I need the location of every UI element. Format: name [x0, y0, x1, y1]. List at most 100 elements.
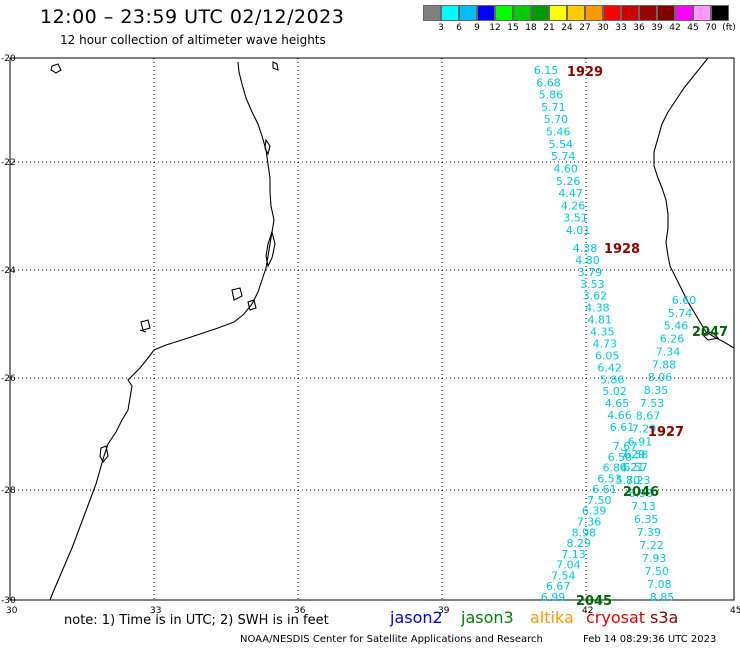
swh-value: 7.29 [621, 448, 646, 461]
swh-value: 5.86 [539, 89, 564, 102]
scale-swatch [531, 5, 549, 21]
swh-value: 6.35 [634, 513, 659, 526]
swh-value: 3.62 [583, 290, 608, 303]
swh-value: 6.60 [672, 294, 697, 307]
scale-label: 15 [507, 23, 519, 33]
scale-swatch [513, 5, 531, 21]
swh-value: 7.13 [561, 548, 586, 561]
scale-swatch [567, 5, 585, 21]
swh-value: 6.05 [595, 349, 620, 362]
y-tick-label: -28 [1, 486, 16, 496]
scale-label: 9 [474, 23, 480, 33]
swh-value: 6.26 [660, 333, 685, 346]
scale-swatch [585, 5, 603, 21]
y-tick-label: -26 [1, 374, 16, 384]
scale-label: 27 [579, 23, 591, 33]
swh-value: 6.84 [602, 462, 627, 475]
swh-value: 6.39 [582, 505, 607, 518]
swh-value: 6.50 [608, 451, 633, 464]
swh-value: 4.38 [573, 242, 598, 255]
swh-value: 4.73 [592, 337, 617, 350]
swh-value: 6.67 [546, 580, 571, 593]
swh-value: 5.74 [668, 307, 693, 320]
swh-value: 6.61 [592, 483, 617, 496]
swh-value: 7.54 [551, 569, 576, 582]
swh-value: 7.88 [652, 358, 677, 371]
y-tick-label: -30 [1, 596, 16, 606]
swh-value: 4.26 [561, 199, 586, 212]
swh-value: 6.53 [597, 472, 622, 485]
swh-value: 5.26 [556, 175, 581, 188]
x-tick-label: 42 [582, 606, 593, 616]
scale-label: 45 [687, 23, 699, 33]
swh-value: 4.60 [553, 162, 578, 175]
mission-s3a: s3a [650, 608, 679, 627]
scale-label: 12 [489, 23, 501, 33]
x-tick-label: 39 [438, 606, 450, 616]
y-tick-label: -24 [1, 266, 16, 276]
y-tick-label: -20 [1, 54, 16, 64]
swh-value: 6.21 [620, 461, 645, 474]
swh-value: 7.67 [613, 440, 638, 453]
swh-value: 7.39 [637, 526, 662, 539]
legend-note: note: 1) Time is in UTC; 2) SWH is in fe… [64, 613, 329, 628]
swh-value: 6.98 [629, 487, 654, 500]
swh-value: 4.65 [605, 397, 630, 410]
swh-value: 5.54 [549, 138, 574, 151]
swh-value: 6.58 [624, 448, 649, 461]
map-frame [9, 57, 735, 601]
scale-label: 39 [651, 23, 663, 33]
scale-swatch [639, 5, 657, 21]
scale-swatch [621, 5, 639, 21]
scale-swatch [693, 5, 711, 21]
scale-label: 21 [543, 23, 555, 33]
map-subtitle: 12 hour collection of altimeter wave hei… [60, 33, 326, 47]
scale-label: 3 [438, 23, 444, 33]
swh-value: 4.47 [558, 187, 583, 200]
scale-label: 70 [705, 23, 717, 33]
swh-value: 5.70 [544, 113, 569, 126]
swh-value: 5.46 [664, 320, 689, 333]
swh-value: 7.53 [640, 397, 665, 410]
scale-swatch [603, 5, 621, 21]
swh-value: 6.57 [623, 461, 648, 474]
swh-value: 7.13 [631, 500, 656, 513]
scale-swatch [495, 5, 513, 21]
swh-value: 7.29 [632, 423, 657, 436]
scale-label: 36 [633, 23, 645, 33]
swh-value: 3.53 [580, 278, 605, 291]
swh-value: 8.06 [648, 371, 673, 384]
swh-value: 6.42 [597, 361, 622, 374]
scale-swatch [441, 5, 459, 21]
swh-value: 5.70 [616, 474, 641, 487]
x-tick-label: 36 [294, 606, 306, 616]
scale-label: 24 [561, 23, 573, 33]
swh-value: 3.79 [578, 266, 603, 279]
mission-jason3: jason3 [461, 608, 514, 627]
altimeter-tracks: 6.156.685.865.715.705.465.545.744.605.26… [534, 64, 728, 609]
pass-1928: 4.384.803.793.533.624.384.814.354.736.05… [573, 242, 640, 434]
swh-value: 4.80 [575, 254, 600, 267]
swh-value: 4.38 [585, 302, 610, 315]
pass-1929: 6.156.685.865.715.705.465.545.744.605.26… [534, 64, 603, 237]
swh-value: 4.35 [590, 326, 615, 339]
y-tick-label: -22 [1, 158, 16, 168]
swh-value: 8.85 [650, 591, 675, 604]
swh-value: 6.61 [610, 421, 635, 434]
pass-label: 1928 [604, 242, 640, 257]
scale-label: 30 [597, 23, 609, 33]
swh-value: 8.98 [572, 526, 597, 539]
scale-swatch [477, 5, 495, 21]
pass-1927: 7.676.506.846.536.617.506.397.368.988.29… [541, 425, 684, 604]
swh-value: 7.93 [642, 552, 667, 565]
axis-tick-labels: 30 33 36 39 42 45 -20 -22 -24 -26 -28 -30 [1, 54, 740, 616]
swh-value: 7.34 [656, 345, 681, 358]
pass-label: 2045 [576, 594, 612, 609]
pass-2047: 6.605.745.466.267.347.888.068.357.538.67… [616, 294, 728, 487]
swh-value: 8.67 [636, 410, 661, 423]
swh-value: 7.08 [647, 578, 672, 591]
swh-value: 7.36 [577, 516, 602, 529]
swh-value: 6.15 [534, 64, 559, 77]
swh-value: 7.04 [556, 559, 581, 572]
